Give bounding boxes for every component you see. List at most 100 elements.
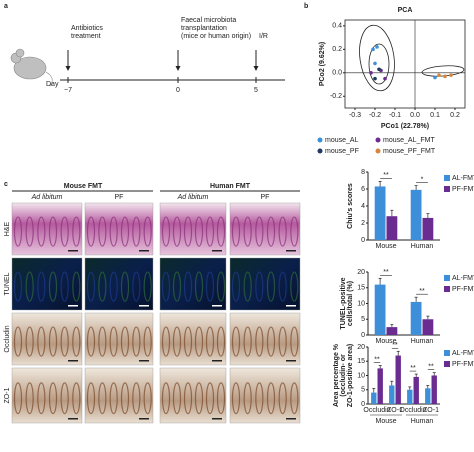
tissue-fold: [60, 216, 69, 247]
tissue-fold: [109, 216, 118, 247]
x-tick-label: -0.1: [389, 112, 401, 119]
x-tick-label: Human: [411, 338, 434, 345]
point: [371, 47, 375, 52]
point: [449, 73, 453, 77]
significance: **: [419, 288, 425, 295]
y-axis-label: ZO-1-positive area): [347, 344, 354, 407]
tissue-fold: [205, 326, 215, 357]
tissue-fold: [98, 326, 107, 357]
scale-bar: [286, 360, 296, 362]
tissue-fold: [37, 326, 46, 357]
y-tick-label: 2: [361, 220, 365, 227]
tissue-fold: [266, 216, 276, 247]
significance: **: [374, 356, 380, 363]
tissue-fold: [172, 382, 182, 415]
micrograph: [11, 257, 83, 311]
legend-swatch: [444, 186, 450, 192]
significance: *: [421, 176, 424, 183]
tissue-fold: [172, 271, 182, 302]
scale-bar: [68, 360, 78, 362]
y-tick-label: 5: [361, 387, 365, 394]
legend-swatch: [444, 175, 450, 181]
tissue-fold: [143, 216, 152, 247]
scale-bar: [212, 305, 222, 307]
legend-label: mouse_PF: [325, 148, 359, 155]
y-tick-label: 15: [357, 285, 365, 292]
tissue-fold: [25, 326, 34, 357]
legend-label: mouse_PF_FMT: [383, 148, 436, 155]
tissue-fold: [255, 271, 264, 302]
bar: [431, 375, 437, 404]
y-axis-label: (occludin- or: [340, 354, 347, 397]
plot-frame: [344, 19, 466, 109]
tissue-fold: [231, 216, 241, 247]
legend-marker: [375, 148, 381, 154]
point: [375, 45, 379, 49]
tissue-fold: [98, 382, 107, 415]
tissue-fold: [132, 326, 141, 357]
scale-bar: [139, 250, 149, 252]
tissue-fold: [194, 326, 204, 357]
bar: [389, 385, 395, 404]
tissue-fold: [60, 326, 69, 357]
tissue-fold: [37, 382, 46, 415]
bar: [425, 388, 431, 404]
tissue-fold: [183, 382, 193, 415]
point: [369, 71, 373, 75]
scale-bar: [286, 305, 296, 307]
tissue-fold: [161, 326, 171, 357]
tissue-fold: [255, 326, 264, 357]
event-label: (mice or human origin): [181, 33, 251, 40]
point: [433, 75, 437, 80]
x-tick-label: Human: [411, 243, 434, 250]
tissue-fold: [205, 216, 215, 247]
tissue-fold: [86, 382, 96, 415]
legend-label: PF-FMT: [452, 361, 474, 368]
legend-marker: [375, 137, 381, 143]
y-tick-label: 0.0: [332, 70, 342, 77]
significance: **: [428, 363, 434, 370]
arrow-head: [65, 66, 71, 71]
bar: [422, 217, 434, 240]
y-tick-label: 10: [357, 300, 365, 307]
micrograph: [11, 367, 83, 424]
stain-label: Occludin: [4, 325, 11, 352]
tissue-fold: [290, 271, 299, 302]
tissue-fold: [194, 382, 204, 415]
tissue-fold: [120, 326, 130, 357]
x-tick-label: 0.0: [410, 112, 420, 119]
day-tick-label: −7: [64, 87, 72, 94]
bar: [410, 189, 422, 240]
y-axis-label: PCo2 (9.62%): [319, 42, 326, 86]
tissue-fold: [25, 271, 34, 302]
tissue-fold: [13, 216, 23, 247]
tissue-fold: [290, 216, 299, 247]
x-tick-label: ZO-1: [387, 407, 403, 414]
tissue-fold: [143, 382, 152, 415]
tissue-fold: [183, 216, 193, 247]
tissue-fold: [231, 271, 241, 302]
day-tick-label: 5: [254, 87, 258, 94]
micrograph: [84, 202, 154, 256]
x-tick-label: -0.2: [369, 112, 381, 119]
arrow-head: [175, 66, 181, 71]
tissue-fold: [172, 326, 182, 357]
x-axis-label: PCo1 (22.78%): [381, 123, 429, 130]
tissue-fold: [194, 216, 204, 247]
bar: [377, 368, 383, 404]
scale-bar: [68, 418, 78, 420]
y-axis-label: Chiu's scores: [347, 183, 354, 229]
event-label: Faecal microbiota: [181, 17, 236, 24]
mouse-icon: [10, 48, 53, 87]
bar: [413, 376, 419, 404]
tissue-fold: [161, 216, 171, 247]
tissue-fold: [290, 382, 299, 415]
y-tick-label: 0.2: [332, 46, 342, 53]
x-tick-label: Occludin: [399, 407, 426, 414]
point: [443, 74, 447, 79]
micrograph: [229, 202, 301, 256]
tissue-fold: [37, 271, 46, 302]
tissue-fold: [120, 271, 130, 302]
scale-bar: [139, 418, 149, 420]
